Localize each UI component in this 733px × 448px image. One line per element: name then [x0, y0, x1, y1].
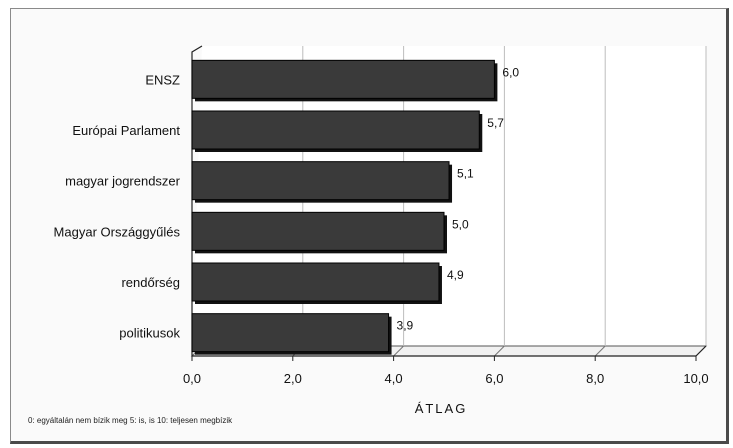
y-axis-line — [191, 45, 203, 356]
bar — [191, 262, 440, 302]
x-tick-label: 10,0 — [683, 371, 708, 386]
x-axis-title: ÁTLAG — [415, 401, 468, 416]
bar-layer — [191, 59, 498, 355]
x-tick-label: 2,0 — [284, 371, 302, 386]
value-label: 5,0 — [452, 217, 469, 231]
value-label: 3,9 — [397, 319, 414, 333]
bar — [191, 110, 480, 150]
category-label: politikusok — [119, 326, 180, 341]
axis-corner — [695, 345, 707, 357]
category-label: Magyar Országgyűlés — [54, 224, 181, 239]
bar — [191, 211, 445, 251]
bar — [191, 313, 390, 353]
x-gridline-floor — [494, 345, 505, 357]
category-label: ENSZ — [145, 72, 180, 87]
category-label: magyar jogrendszer — [65, 174, 181, 189]
x-tick-label: 4,0 — [385, 371, 403, 386]
value-label: 5,7 — [487, 116, 504, 130]
bar — [191, 59, 495, 99]
x-gridline-floor — [594, 345, 606, 357]
value-label: 6,0 — [502, 65, 519, 79]
value-label: 4,9 — [447, 268, 464, 282]
x-tick-label: 0,0 — [183, 371, 201, 386]
x-gridline-floor — [393, 345, 404, 357]
x-tick-label: 8,0 — [586, 371, 604, 386]
value-label: 5,1 — [457, 167, 474, 181]
scale-footnote: 0: egyáltalán nem bízik meg 5: is, is 10… — [28, 416, 233, 425]
category-label: Európai Parlament — [72, 123, 180, 138]
bar — [191, 161, 450, 201]
category-label: rendőrség — [121, 275, 180, 290]
x-tick-label: 6,0 — [485, 371, 503, 386]
label-layer: 0,0 2,0 4,0 6,0 8,0 10,0 ENSZ 6,0 Európai Parlam… — [54, 65, 709, 386]
